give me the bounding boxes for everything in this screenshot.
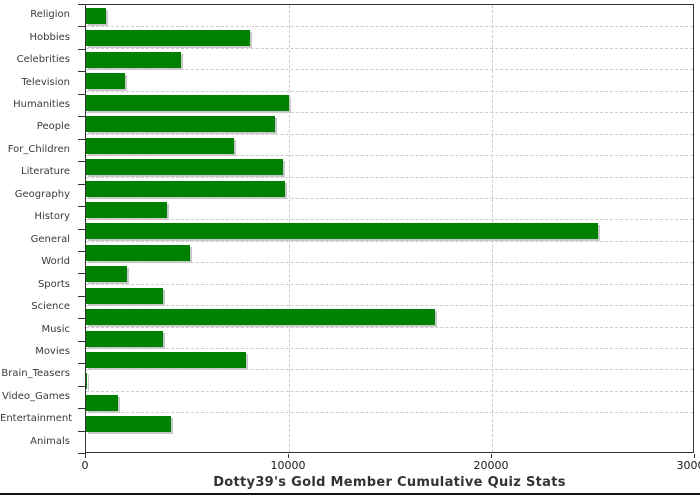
bar-row	[86, 47, 693, 70]
category-tick	[78, 71, 86, 72]
bar-row	[86, 369, 693, 391]
bar-row	[86, 390, 693, 413]
category-tick	[78, 206, 86, 207]
bar-row	[86, 197, 693, 220]
bar-row	[86, 112, 693, 134]
bar-rows	[86, 5, 693, 452]
category-tick	[78, 363, 86, 364]
category-label: Humanities	[13, 99, 70, 111]
category-label: Video_Games	[2, 390, 70, 402]
bar-movies	[86, 330, 164, 347]
category-tick	[78, 251, 86, 252]
bar-row	[86, 283, 693, 306]
category-tick	[78, 161, 86, 162]
category-label: Hobbies	[29, 31, 70, 43]
value-tick	[288, 454, 289, 458]
category-tick	[78, 139, 86, 140]
bar-television	[86, 73, 125, 90]
bar-literature	[86, 159, 283, 176]
bar-people	[86, 116, 275, 133]
bar-row	[86, 326, 693, 349]
bar-video_games	[86, 373, 87, 390]
value-tick	[85, 454, 86, 458]
category-label: Science	[31, 301, 70, 313]
value-tick	[694, 454, 695, 458]
bar-brain_teasers	[86, 352, 247, 368]
bar-world	[86, 244, 190, 261]
bar-row	[86, 69, 693, 91]
bar-hobbies	[86, 30, 251, 47]
bar-geography	[86, 180, 285, 197]
category-tick	[78, 26, 86, 27]
category-tick	[78, 318, 86, 319]
bar-for_children	[86, 137, 235, 154]
bar-science	[86, 287, 164, 304]
category-tick	[78, 408, 86, 409]
category-label: Television	[21, 76, 70, 88]
category-tick	[78, 4, 86, 5]
bar-celebrities	[86, 51, 182, 68]
category-tick	[78, 94, 86, 95]
bar-row	[86, 348, 693, 370]
category-axis-labels: Religion Hobbies Celebrities Television Huma…	[0, 4, 78, 453]
bar-row	[86, 26, 693, 48]
bar-row	[86, 133, 693, 156]
category-tick	[78, 116, 86, 117]
bar-row	[86, 262, 693, 284]
bar-row	[86, 155, 693, 177]
category-label: Movies	[35, 345, 70, 357]
category-label: World	[41, 256, 70, 268]
bar-row	[86, 5, 693, 27]
category-tick	[78, 49, 86, 50]
category-tick	[78, 453, 86, 454]
bar-row	[86, 240, 693, 263]
category-tick	[78, 431, 86, 432]
value-tick	[491, 454, 492, 458]
bar-row	[86, 305, 693, 327]
bar-row	[86, 412, 693, 434]
category-label: Religion	[30, 9, 70, 21]
category-tick	[78, 229, 86, 230]
category-label: Sports	[37, 278, 70, 290]
plot-area	[85, 4, 694, 453]
category-label: Celebrities	[16, 54, 70, 66]
category-label: General	[30, 233, 70, 245]
bar-general	[86, 223, 598, 240]
category-label: For_Children	[7, 143, 70, 155]
bar-history	[86, 201, 168, 218]
category-tick	[78, 273, 86, 274]
category-tick	[78, 386, 86, 387]
category-label: Music	[41, 323, 70, 335]
category-tick	[78, 296, 86, 297]
category-label: Literature	[21, 166, 70, 178]
value-tick-label: 10000	[270, 459, 306, 472]
category-label: Geography	[14, 188, 70, 200]
category-label: Animals	[30, 435, 70, 447]
bottom-border-line	[0, 493, 700, 495]
bar-animals	[86, 416, 172, 433]
category-label: Entertainment	[0, 413, 73, 425]
category-tick	[78, 184, 86, 185]
bar-entertainment	[86, 394, 119, 411]
category-tick	[78, 341, 86, 342]
bar-humanities	[86, 94, 289, 111]
bar-music	[86, 309, 436, 326]
value-tick-label: 30000	[676, 459, 700, 472]
bar-row	[86, 176, 693, 199]
bar-sports	[86, 266, 127, 283]
category-label: History	[34, 211, 70, 223]
value-tick-label: 0	[81, 459, 89, 472]
chart-title: Dotty39's Gold Member Cumulative Quiz St…	[213, 475, 566, 490]
category-label: Brain_Teasers	[1, 368, 70, 380]
category-label: People	[36, 121, 70, 133]
bar-row	[86, 90, 693, 113]
bar-row	[86, 219, 693, 241]
bar-religion	[86, 8, 107, 24]
value-tick-label: 20000	[473, 459, 509, 472]
